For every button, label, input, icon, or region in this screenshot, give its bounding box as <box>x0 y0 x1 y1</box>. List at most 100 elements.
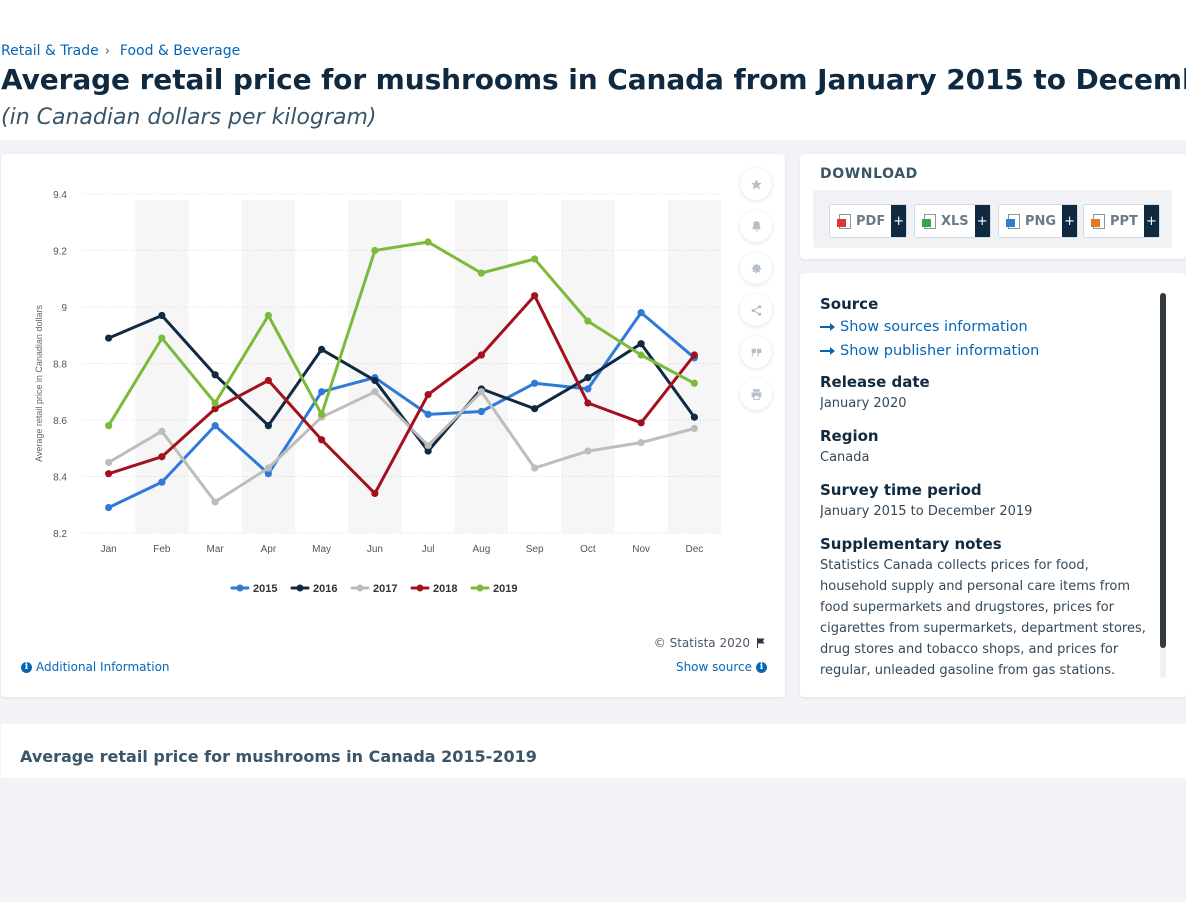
data-point-2019 <box>690 379 698 387</box>
info-scrollbar[interactable] <box>1160 293 1166 678</box>
region-heading: Region <box>820 427 879 445</box>
legend-label: 2017 <box>373 583 397 595</box>
series-line-2017 <box>107 390 696 504</box>
data-point-2019 <box>264 311 272 320</box>
data-point-2016 <box>264 422 272 430</box>
series-line-2015 <box>107 311 696 510</box>
release-date-heading: Release date <box>820 373 930 391</box>
legend-label: 2019 <box>493 583 517 595</box>
data-point-2018 <box>264 376 272 385</box>
data-point-2017 <box>531 464 539 472</box>
data-point-2017 <box>477 388 485 396</box>
x-tick-label: Dec <box>685 544 703 555</box>
x-tick-label: Aug <box>472 544 490 555</box>
x-tick-label: Jan <box>101 544 117 555</box>
plus-icon: + <box>1062 205 1078 237</box>
xls-file-icon <box>922 213 936 229</box>
download-xls-label: XLS <box>941 213 969 229</box>
settings-button[interactable] <box>740 252 772 284</box>
show-sources-link[interactable]: Show sources information <box>820 315 1150 339</box>
show-publisher-link[interactable]: Show publisher information <box>820 339 1150 363</box>
data-point-2018 <box>318 436 326 444</box>
related-statistic-card: Average retail price for mushrooms in Ca… <box>1 724 1186 778</box>
copyright-text: © Statista 2020 <box>653 636 750 650</box>
top-band <box>0 0 1186 140</box>
arrow-right-icon <box>820 323 835 331</box>
data-point-2015 <box>105 503 113 512</box>
statistic-info-card: Source Show sources information Show pub… <box>800 273 1186 697</box>
download-xls-button[interactable]: XLS + <box>914 204 991 238</box>
x-tick-label: Apr <box>261 544 277 555</box>
data-point-2019 <box>531 255 539 263</box>
y-axis-label: Average retail price in Canadian dollars <box>34 305 44 462</box>
related-statistic-title[interactable]: Average retail price for mushrooms in Ca… <box>20 747 537 766</box>
data-point-2019 <box>424 238 432 246</box>
download-title: DOWNLOAD <box>820 166 918 182</box>
page-title: Average retail price for mushrooms in Ca… <box>1 63 1186 96</box>
x-tick-label: Sep <box>526 544 544 555</box>
additional-information-label: Additional Information <box>36 660 170 674</box>
region-value: Canada <box>820 450 870 465</box>
bell-icon <box>751 220 761 231</box>
plus-icon: + <box>1143 205 1159 237</box>
data-point-2018 <box>211 405 219 413</box>
breadcrumb-item-retail[interactable]: Retail & Trade <box>1 43 99 59</box>
breadcrumb: Retail & Trade › Food & Beverage <box>1 43 240 59</box>
data-point-2016 <box>211 371 219 379</box>
breadcrumb-separator: › <box>104 43 110 59</box>
data-point-2015 <box>584 385 592 393</box>
data-point-2016 <box>637 340 645 348</box>
plus-icon: + <box>974 205 990 237</box>
cite-button[interactable] <box>740 336 772 368</box>
x-tick-label: Jul <box>422 544 435 555</box>
flag-icon[interactable] <box>755 637 767 649</box>
line-chart: 8.2 8.4 8.6 8.8 9 9.2 9.4 Average retail price … <box>34 190 721 595</box>
supplementary-notes-value: Statistics Canada collects prices for fo… <box>820 558 1146 677</box>
scrollbar-thumb[interactable] <box>1160 293 1166 648</box>
y-tick-label: 8.8 <box>53 360 67 371</box>
data-point-2017 <box>371 388 379 396</box>
data-point-2017 <box>424 441 432 450</box>
copyright: © Statista 2020 <box>654 636 767 650</box>
print-button[interactable] <box>740 378 772 410</box>
data-point-2017 <box>690 424 698 433</box>
x-tick-label: May <box>312 544 331 555</box>
notification-button[interactable] <box>740 210 772 242</box>
data-point-2019 <box>477 269 485 277</box>
data-point-2019 <box>211 399 219 407</box>
data-point-2016 <box>584 374 592 382</box>
y-tick-label: 9.2 <box>53 247 67 258</box>
chart-card: 8.2 8.4 8.6 8.8 9 9.2 9.4 Average retail price … <box>1 154 785 697</box>
data-point-2019 <box>318 410 326 418</box>
download-ppt-button[interactable]: PPT + <box>1083 204 1160 238</box>
plus-icon: + <box>891 205 907 237</box>
data-point-2018 <box>158 453 166 461</box>
series-line-2019 <box>107 240 696 428</box>
data-point-2015 <box>158 478 166 486</box>
data-point-2018 <box>371 489 379 498</box>
additional-information-link[interactable]: i Additional Information <box>21 660 170 674</box>
download-pdf-button[interactable]: PDF + <box>829 204 908 238</box>
release-date-value: January 2020 <box>820 396 907 411</box>
y-tick-label: 9.4 <box>53 190 67 201</box>
y-tick-label: 8.2 <box>53 529 67 540</box>
survey-period-value: January 2015 to December 2019 <box>820 504 1033 519</box>
share-button[interactable] <box>740 294 772 326</box>
info-scroll-area[interactable]: Source Show sources information Show pub… <box>820 295 1150 677</box>
data-point-2018 <box>477 351 485 359</box>
download-png-button[interactable]: PNG + <box>998 204 1079 238</box>
data-point-2016 <box>158 311 166 320</box>
data-point-2019 <box>637 351 645 359</box>
share-icon <box>751 304 761 316</box>
favorite-button[interactable] <box>740 168 772 200</box>
show-source-link[interactable]: Show source i <box>676 660 767 674</box>
survey-period-heading: Survey time period <box>820 481 982 499</box>
ppt-file-icon <box>1091 213 1105 229</box>
legend-label: 2018 <box>433 583 457 595</box>
data-point-2017 <box>264 464 272 472</box>
y-tick-label: 8.4 <box>53 473 67 484</box>
breadcrumb-item-food[interactable]: Food & Beverage <box>119 43 241 59</box>
show-sources-label: Show sources information <box>840 319 1028 335</box>
series-line-2016 <box>107 314 696 453</box>
show-publisher-label: Show publisher information <box>840 343 1040 359</box>
